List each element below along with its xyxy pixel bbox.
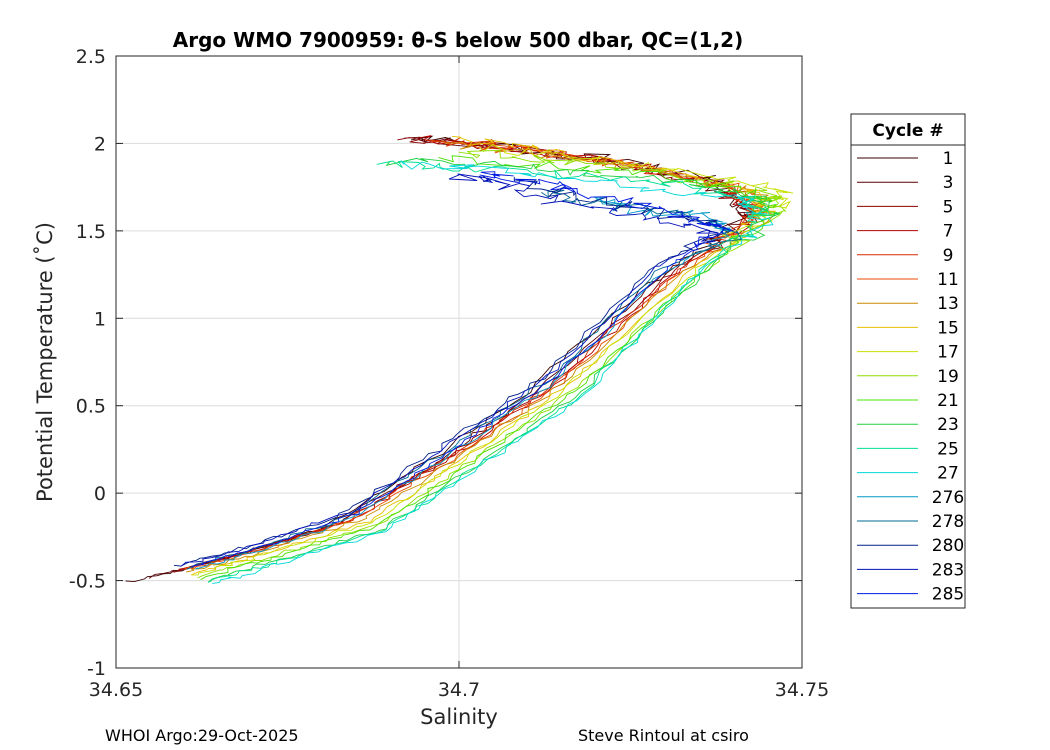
legend-label-19: 19 — [937, 367, 959, 387]
legend-label-283: 283 — [932, 560, 964, 580]
y-tick-label: 0 — [94, 483, 106, 505]
series-line-7 — [178, 135, 769, 571]
legend-label-1: 1 — [943, 149, 954, 169]
y-tick-label: 2 — [94, 133, 106, 155]
footer-right: Steve Rintoul at csiro — [578, 726, 749, 745]
legend-label-13: 13 — [937, 294, 959, 314]
legend-label-7: 7 — [943, 222, 954, 242]
series-line-15 — [190, 135, 776, 576]
legend-label-5: 5 — [943, 197, 954, 217]
series-line-283 — [181, 173, 719, 567]
plot-lines — [125, 135, 794, 584]
legend-label-278: 278 — [932, 512, 964, 532]
series-line-276 — [194, 196, 732, 570]
y-tick-label: 1 — [94, 308, 106, 330]
legend-label-23: 23 — [937, 415, 959, 435]
legend-box — [850, 113, 966, 609]
footer-left: WHOI Argo:29-Oct-2025 — [105, 726, 299, 745]
legend-label-280: 280 — [932, 536, 964, 556]
series-line-17 — [192, 143, 794, 576]
y-tick-label: 2.5 — [76, 46, 106, 68]
legend-label-285: 285 — [932, 585, 964, 605]
series-line-13 — [186, 141, 776, 573]
legend-label-15: 15 — [937, 318, 959, 338]
legend-label-17: 17 — [937, 343, 959, 363]
legend: Cycle # 13579111315171921232527276278280… — [850, 113, 966, 609]
y-tick-label: -0.5 — [69, 571, 106, 593]
legend-label-3: 3 — [943, 173, 954, 193]
axis-ticks — [115, 55, 803, 669]
x-axis-title: Salinity — [420, 705, 498, 729]
y-axis-title: Potential Temperature (˚C) — [33, 222, 57, 502]
legend-label-25: 25 — [937, 439, 959, 459]
y-tick-label: -1 — [87, 658, 106, 680]
y-tick-label: 0.5 — [76, 396, 106, 418]
legend-label-27: 27 — [937, 464, 959, 484]
y-tick-label: 1.5 — [76, 221, 106, 243]
x-tick-label: 34.75 — [775, 679, 829, 701]
legend-label-9: 9 — [943, 246, 954, 266]
series-line-27 — [212, 160, 774, 584]
x-tick-label: 34.7 — [438, 679, 480, 701]
series-line-285 — [191, 171, 733, 568]
series-line-280 — [173, 176, 727, 567]
x-tick-label: 34.65 — [89, 679, 143, 701]
legend-label-21: 21 — [937, 391, 959, 411]
legend-label-11: 11 — [937, 270, 959, 290]
chart-title: Argo WMO 7900959: θ-S below 500 dbar, QC… — [173, 28, 743, 52]
legend-label-276: 276 — [932, 488, 964, 508]
legend-title: Cycle # — [872, 121, 943, 141]
series-line-21 — [200, 155, 780, 580]
tick-labels: 34.65 34.7 34.75 2.5 2 1.5 1 0.5 0 -0.5 -1 — [69, 46, 829, 701]
